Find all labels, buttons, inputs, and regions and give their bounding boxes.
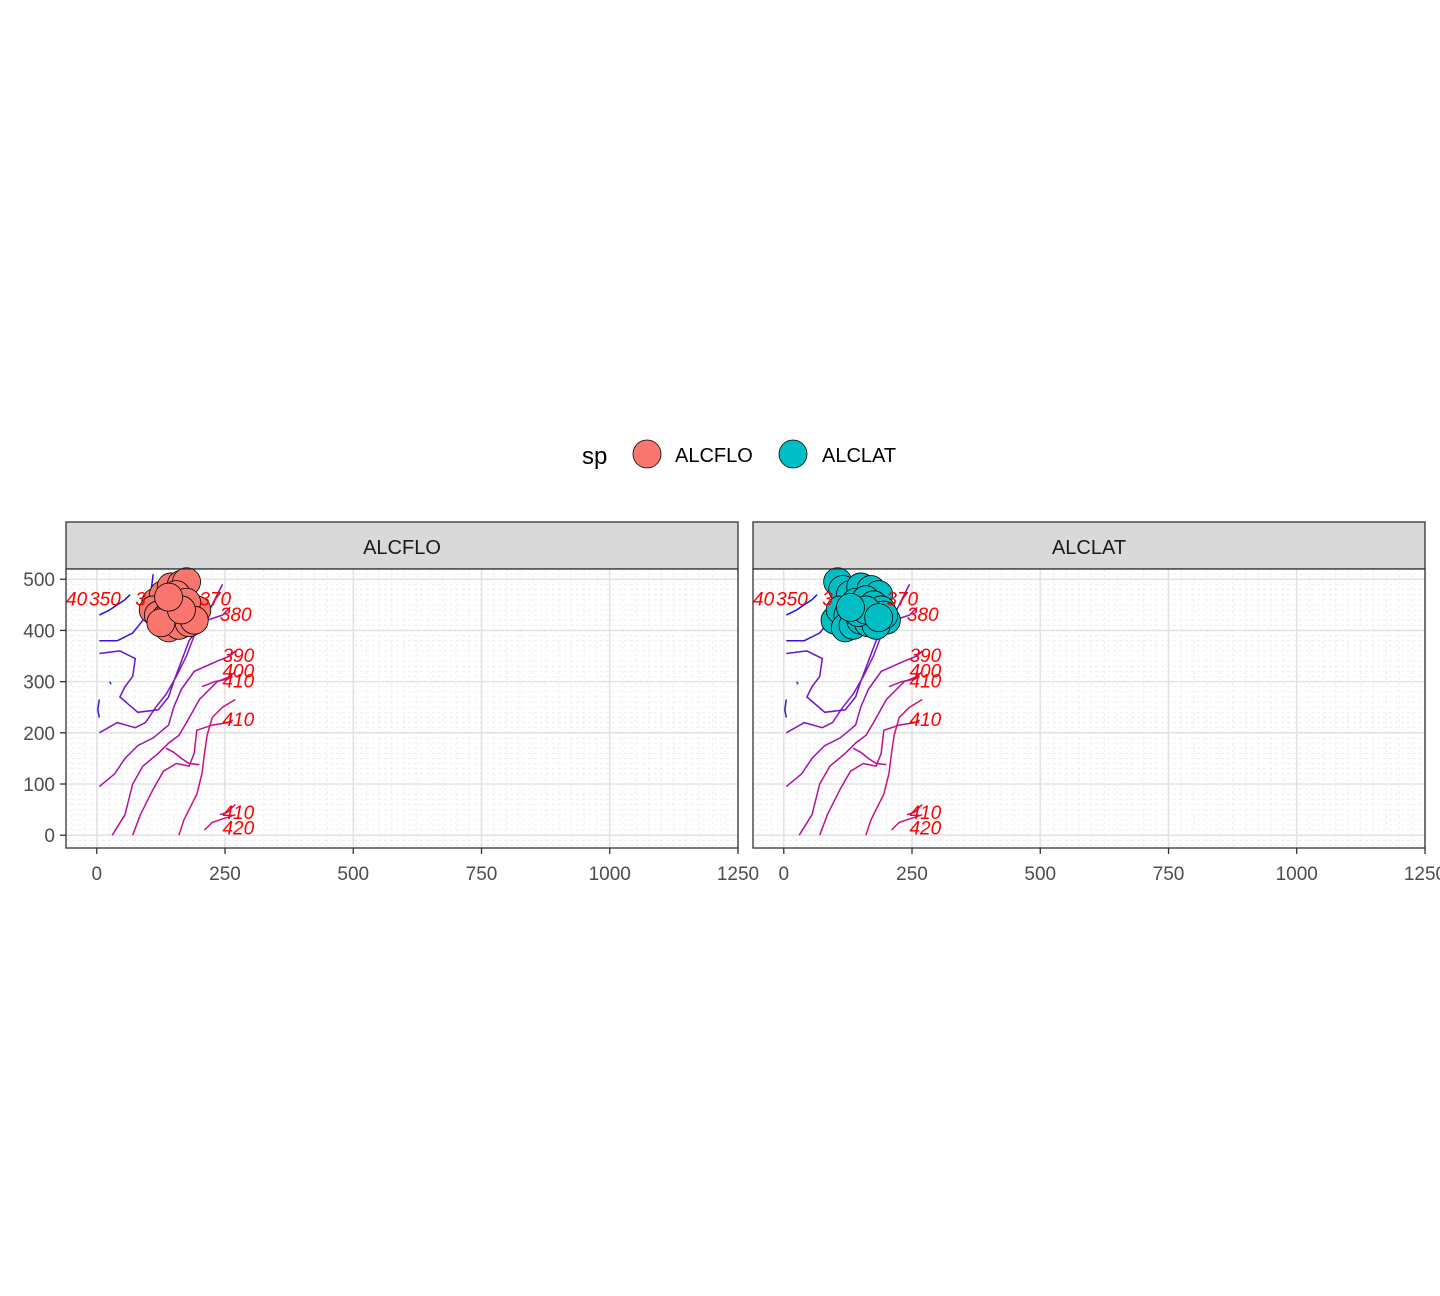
legend-key-1 [778,439,808,469]
contour-label: 380 [220,605,252,626]
x-tick-label: 0 [91,864,102,885]
y-tick-label: 200 [23,724,55,745]
panel-border-1 [752,568,1426,849]
contour-line-420 [178,698,236,836]
contour-label: 40 [66,590,88,611]
strip-label-1: ALCLAT [1052,537,1126,559]
contour-label: 350 [89,590,121,611]
contour-label: 380 [907,605,939,626]
contour-line-400 [165,747,200,766]
x-tick-label: 1000 [1276,864,1318,885]
strip-label-0: ALCFLO [363,537,441,559]
data-point [836,592,865,622]
contour-line-370 [795,681,799,685]
contour-label: 40 [753,590,775,611]
x-tick-label: 750 [1153,864,1185,885]
x-axis-1: 0 250 500 750 1000 1250 [778,848,1440,885]
contour-line-420 [890,813,923,831]
contour-label: 410 [909,672,941,693]
x-tick-label: 250 [896,864,928,885]
contour-label: 400 [909,661,941,682]
contour-line-350 [785,594,818,616]
contour-label: 410 [222,710,254,731]
x-tick-label: 1000 [589,864,631,885]
legend-label-1: ALCLAT [822,445,896,467]
x-tick-label: 500 [337,864,369,885]
contour-line-400 [852,747,887,766]
contour-line-410 [888,675,921,688]
contour-line-420 [203,813,236,831]
strip-0 [65,521,739,570]
contour-label: 420 [222,819,254,840]
x-axis-0: 0 250 500 750 1000 1250 [91,848,759,885]
legend-label-0: ALCFLO [675,445,753,467]
contour-label: 410 [222,672,254,693]
contour-line-410 [219,803,236,816]
x-tick-label: 0 [778,864,789,885]
contour-line-410 [906,803,923,816]
contour-label: 400 [222,661,254,682]
y-axis: 0 100 200 300 400 500 [23,570,66,847]
y-tick-label: 400 [23,621,55,642]
x-tick-label: 750 [466,864,498,885]
contour-line-350 [98,594,131,616]
strip-1 [752,521,1426,570]
data-point [154,582,183,612]
x-tick-label: 250 [209,864,241,885]
contour-line-420 [865,698,923,836]
contour-label: 390 [909,646,941,667]
legend-key-0 [632,439,662,469]
contour-line-360 [784,699,788,718]
y-tick-label: 500 [23,570,55,591]
contour-line-410 [818,719,921,836]
x-tick-label: 1250 [1404,864,1440,885]
y-tick-label: 100 [23,775,55,796]
contour-line-360 [97,699,101,718]
contour-label: 350 [776,590,808,611]
contour-label: 3 [822,590,833,611]
x-tick-label: 1250 [717,864,759,885]
legend: sp ALCFLO ALCLAT [582,439,896,470]
contour-label: 370 [886,590,918,611]
contour-label: 410 [222,803,254,824]
contour-label: 3 [135,590,146,611]
contour-label: 420 [909,819,941,840]
y-tick-label: 0 [44,826,55,847]
contour-line-410 [131,719,234,836]
contour-line-380 [98,606,231,734]
contour-label: 410 [909,803,941,824]
legend-title: sp [582,443,607,470]
panel-border-0 [65,568,739,849]
contour-line-410 [201,675,234,688]
contour-label: 410 [909,710,941,731]
contour-line-370 [108,681,112,685]
contour-line-390 [98,650,236,788]
contour-label: 390 [222,646,254,667]
data-point [864,603,894,633]
contour-line-390 [785,650,923,788]
y-tick-label: 300 [23,673,55,694]
x-tick-label: 500 [1024,864,1056,885]
contour-label: 370 [199,590,231,611]
